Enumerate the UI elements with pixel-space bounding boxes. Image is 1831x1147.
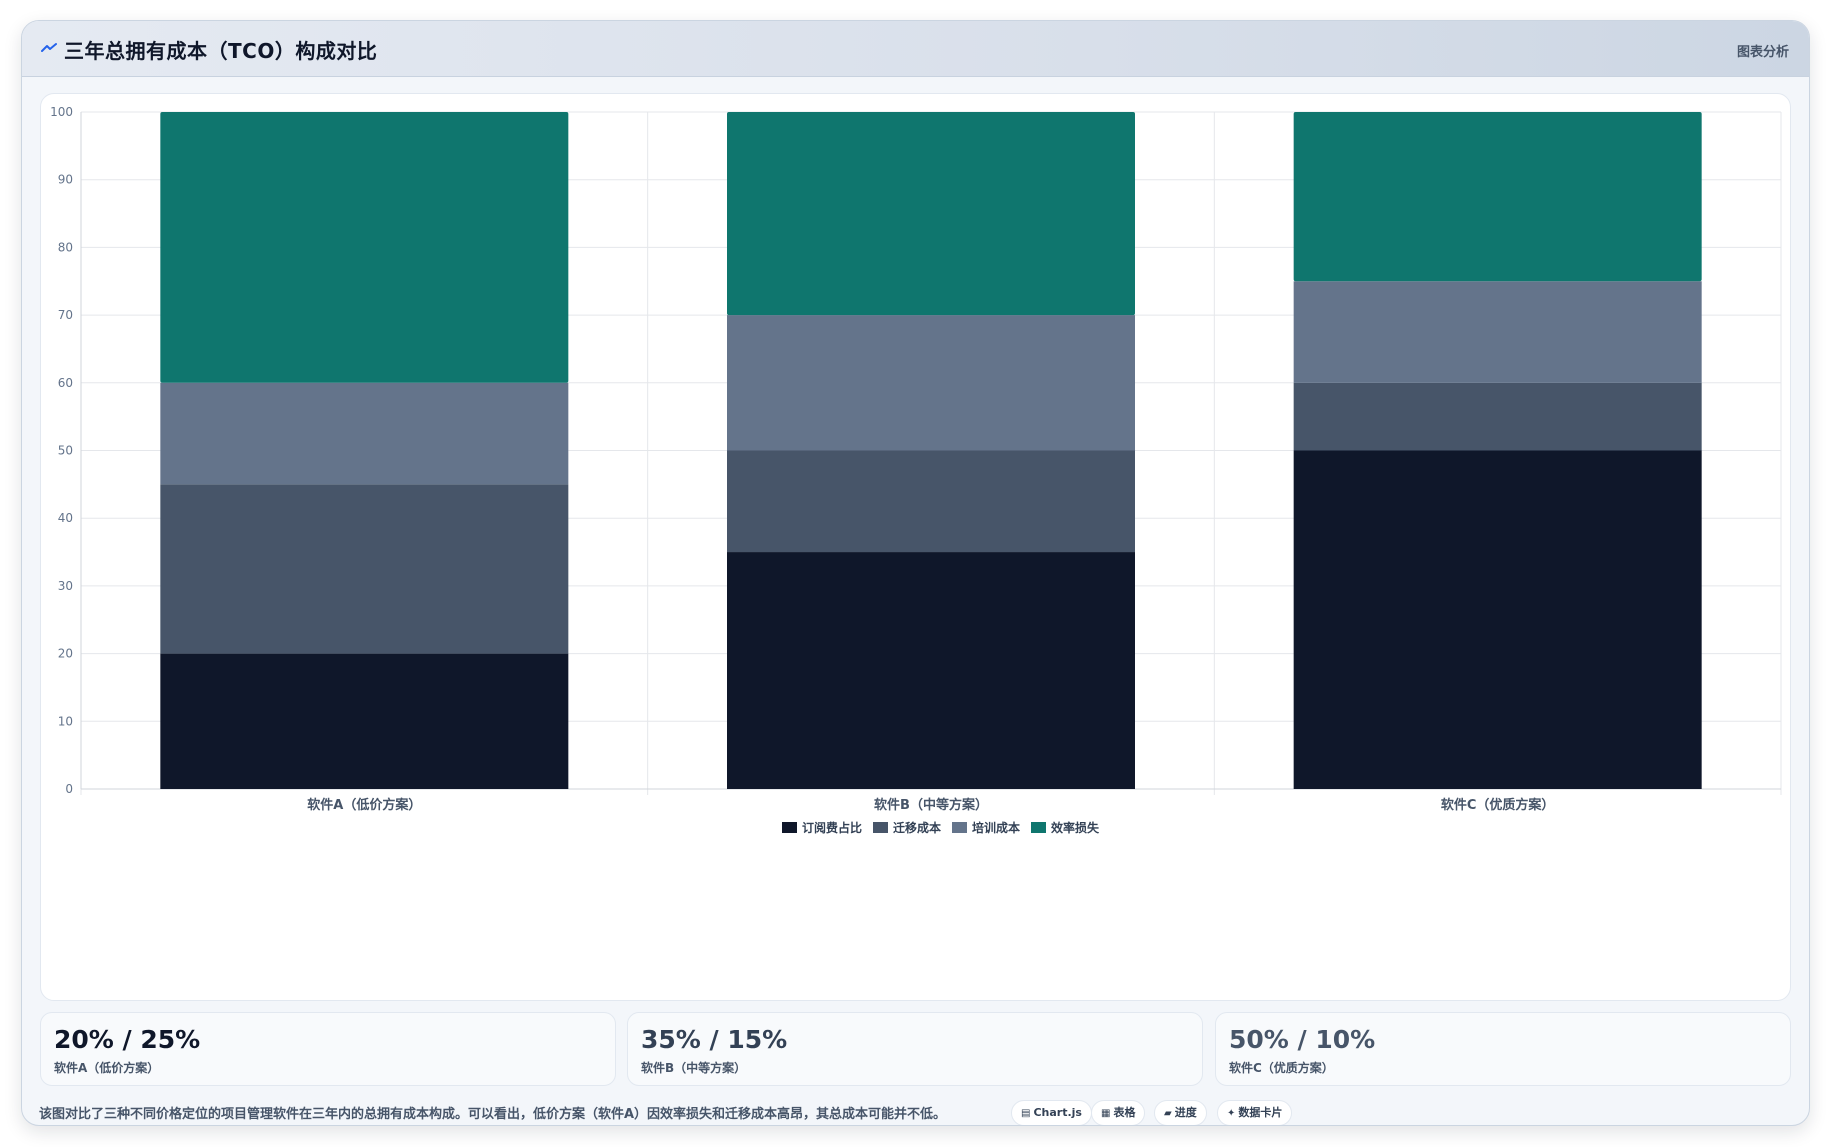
x-tick-label: 软件C（优质方案）: [1441, 797, 1555, 813]
stat-label: 软件C（优质方案）: [1229, 1061, 1334, 1075]
legend-swatch: [952, 822, 967, 833]
y-tick-label: 50: [58, 444, 73, 458]
chart-description: 该图对比了三种不同价格定位的项目管理软件在三年内的总拥有成本构成。可以看出，低价…: [39, 1107, 947, 1122]
bar-segment: [727, 450, 1135, 553]
legend-label: 订阅费占比: [802, 820, 862, 835]
tag-label: Chart.js: [1033, 1106, 1082, 1119]
bar-segment: [160, 653, 569, 789]
y-tick-label: 30: [58, 579, 73, 593]
tag-chartjs[interactable]: ▤ Chart.js: [1011, 1100, 1092, 1125]
tag-label: 表格: [1113, 1106, 1136, 1119]
bar-segment: [1293, 382, 1702, 451]
stat-card-b: 35% / 15% 软件B（中等方案）: [627, 1012, 1203, 1086]
y-tick-label: 0: [65, 782, 73, 796]
bar-segment: [1293, 450, 1702, 789]
y-tick-label: 20: [58, 647, 73, 661]
tag-label: 进度: [1174, 1106, 1197, 1119]
tag-progress[interactable]: ▰ 进度: [1154, 1100, 1207, 1125]
bar-segment: [160, 484, 569, 654]
y-tick-label: 40: [58, 511, 73, 525]
y-tick-label: 60: [58, 376, 73, 390]
stat-label: 软件A（低价方案）: [54, 1061, 160, 1075]
legend-label: 培训成本: [972, 820, 1020, 835]
stacked-bar-chart: 0 10 20 30 40 50 60 70 80 90 100 软件A（低价方案） 软件B（中等方案）…: [50, 105, 1782, 835]
card-icon: ✦: [1227, 1108, 1236, 1119]
progress-icon: ▰: [1164, 1108, 1172, 1119]
tag-label: 数据卡片: [1238, 1106, 1283, 1119]
tco-card: 三年总拥有成本（TCO）构成对比 图表分析 0 10 20 30 40 50 60 70 80 9…: [21, 20, 1810, 1126]
chart-analysis-button[interactable]: 图表分析: [1736, 45, 1789, 60]
stat-value: 50% / 10%: [1229, 1025, 1376, 1054]
bar-segment: [727, 112, 1135, 316]
legend-swatch: [782, 822, 797, 833]
stat-card-a: 20% / 25% 软件A（低价方案）: [40, 1012, 616, 1086]
card-header: 三年总拥有成本（TCO）构成对比 图表分析: [22, 21, 1809, 77]
chart-icon: ▤: [1021, 1108, 1031, 1119]
table-icon: ▦: [1101, 1108, 1111, 1119]
legend-label: 效率损失: [1051, 820, 1100, 835]
bar-segment: [727, 552, 1135, 789]
stat-value: 35% / 15%: [641, 1025, 788, 1054]
y-tick-label: 10: [58, 714, 73, 728]
trend-line-icon: [41, 43, 57, 52]
bar-segment: [1293, 112, 1702, 282]
stats-row: 20% / 25% 软件A（低价方案） 35% / 15% 软件B（中等方案） …: [40, 1012, 1791, 1086]
y-tick-label: 80: [58, 240, 73, 254]
stat-label: 软件B（中等方案）: [641, 1061, 747, 1075]
legend-swatch: [873, 822, 888, 833]
stat-value: 20% / 25%: [54, 1025, 201, 1054]
bar-segment: [160, 382, 569, 485]
chart-title: 三年总拥有成本（TCO）构成对比: [64, 39, 378, 63]
y-tick-label: 70: [58, 308, 73, 322]
tag-table[interactable]: ▦ 表格: [1091, 1100, 1146, 1125]
bar-segment: [1293, 281, 1702, 383]
legend-label: 迁移成本: [893, 820, 941, 835]
x-tick-label: 软件A（低价方案）: [307, 797, 421, 813]
x-tick-label: 软件B（中等方案）: [874, 797, 988, 813]
y-tick-label: 90: [58, 173, 73, 187]
y-tick-label: 100: [50, 105, 73, 119]
bar-segment: [160, 112, 569, 383]
tag-data-card[interactable]: ✦ 数据卡片: [1217, 1100, 1293, 1125]
legend-swatch: [1031, 822, 1046, 833]
stat-card-c: 50% / 10% 软件C（优质方案）: [1215, 1012, 1791, 1086]
bar-segment: [727, 315, 1135, 451]
chart-panel: 0 10 20 30 40 50 60 70 80 90 100 软件A（低价方案） 软件B（中等方案）…: [40, 93, 1791, 1001]
